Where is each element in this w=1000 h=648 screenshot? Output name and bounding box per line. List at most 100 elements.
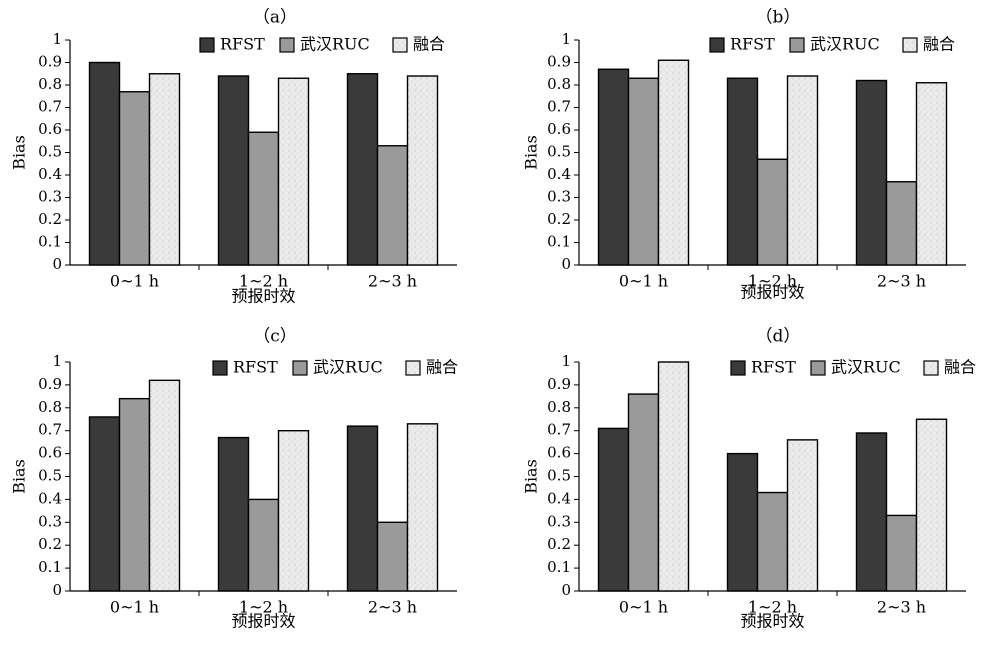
bar-ruc	[885, 181, 918, 266]
y-tick-label: 0	[52, 255, 62, 273]
y-tick-label: 0.8	[547, 75, 571, 93]
y-tick-label: 0	[52, 581, 62, 599]
y-tick-label: 0.1	[38, 558, 62, 576]
x-tick-label: 1~2 h	[239, 272, 288, 291]
x-tick-label: 0~1 h	[619, 272, 668, 291]
legend-label: 武汉RUC	[300, 35, 370, 54]
y-tick-label: 0.7	[547, 421, 571, 439]
bar-rfst	[726, 77, 759, 266]
x-tick-label: 0~1 h	[110, 598, 159, 617]
legend-swatch-rfst	[730, 360, 746, 376]
legend-swatch-fusion	[923, 360, 939, 376]
legend-swatch-fusion	[902, 37, 918, 53]
bar-ruc	[376, 145, 409, 266]
x-tick-label: 1~2 h	[239, 598, 288, 617]
legend-label: 融合	[923, 35, 955, 54]
legend-label: 武汉RUC	[313, 358, 383, 377]
x-tick-label: 0~1 h	[619, 598, 668, 617]
y-tick-label: 0.5	[38, 143, 62, 161]
bar-rfst	[217, 436, 250, 592]
y-tick-label: 0.1	[547, 558, 571, 576]
bar-fusion	[406, 75, 439, 266]
bar-rfst	[88, 61, 121, 266]
y-tick-label: 0.2	[38, 210, 62, 228]
chart-panel-c: （c） 0 0.1 0.2 0.3 0.4 0.5 0.6 0.7 0.8 0.9 1 Bias 0~1 …	[10, 327, 459, 631]
x-tick-label: 2~3 h	[877, 598, 926, 617]
bar-fusion	[915, 82, 948, 266]
x-tick-label: 2~3 h	[877, 272, 926, 291]
legend: RFST 武汉RUC 融合	[709, 35, 955, 54]
bar-ruc	[885, 514, 918, 592]
bar-rfst	[346, 73, 379, 266]
bar-fusion	[786, 439, 819, 592]
y-tick-label: 1	[52, 30, 62, 48]
bar-ruc	[247, 131, 280, 266]
y-tick-label: 0.8	[547, 398, 571, 416]
y-tick-label: 0.6	[547, 444, 571, 462]
bar-ruc	[627, 77, 660, 266]
bar-ruc	[118, 397, 151, 592]
panel-label: （a）	[253, 8, 297, 28]
legend-label: 武汉RUC	[810, 35, 880, 54]
bar-rfst	[217, 75, 250, 266]
x-axis-label: 预报时效	[740, 612, 804, 631]
x-tick-label: 1~2 h	[748, 272, 797, 291]
bar-fusion	[915, 418, 948, 592]
bar-ruc	[376, 521, 409, 592]
bar-fusion	[657, 59, 690, 266]
x-tick-label: 2~3 h	[368, 598, 417, 617]
y-tick-label: 0.8	[38, 398, 62, 416]
y-tick-label: 1	[561, 30, 571, 48]
legend: RFST 武汉RUC 融合	[730, 358, 976, 377]
y-tick-label: 0.4	[547, 489, 571, 507]
y-tick-label: 0.3	[547, 188, 571, 206]
y-axis-label: Bias	[10, 459, 29, 494]
bar-fusion	[277, 77, 310, 266]
y-axis-label: Bias	[522, 135, 541, 170]
legend-label: RFST	[233, 358, 278, 377]
x-axis-label: 预报时效	[231, 612, 295, 631]
legend-swatch-fusion	[392, 37, 408, 53]
y-tick-label: 0.3	[38, 512, 62, 530]
legend-swatch-ruc	[279, 37, 295, 53]
legend-swatch-fusion	[405, 360, 421, 376]
y-tick-label: 0.4	[38, 165, 62, 183]
bar-fusion	[406, 423, 439, 592]
panel-label: （d）	[756, 327, 801, 347]
chart-panel-d: （d） 0 0.1 0.2 0.3 0.4 0.5 0.6 0.7 0.8 0.9 1 Bias 0~1 …	[522, 327, 977, 631]
bar-ruc	[756, 158, 789, 266]
legend-label: 融合	[944, 358, 976, 377]
y-tick-label: 0.1	[38, 233, 62, 251]
panel-label: （c）	[253, 327, 297, 347]
legend-swatch-ruc	[789, 37, 805, 53]
bar-rfst	[346, 425, 379, 592]
y-tick-label: 0.5	[38, 467, 62, 485]
y-tick-label: 0.3	[38, 188, 62, 206]
x-tick-label: 0~1 h	[110, 272, 159, 291]
y-axis-label: Bias	[522, 459, 541, 494]
bar-fusion	[277, 430, 310, 592]
bar-rfst	[88, 416, 121, 592]
x-axis-label: 预报时效	[740, 283, 804, 302]
legend-label: RFST	[730, 35, 775, 54]
y-axis-label: Bias	[10, 135, 29, 170]
legend-swatch-rfst	[212, 360, 228, 376]
bar-fusion	[786, 75, 819, 266]
y-tick-label: 0.7	[547, 98, 571, 116]
y-tick-label: 0.9	[38, 375, 62, 393]
bar-ruc	[756, 491, 789, 592]
y-tick-label: 0.8	[38, 75, 62, 93]
legend-label: RFST	[220, 35, 265, 54]
legend-label: RFST	[751, 358, 796, 377]
legend-swatch-ruc	[810, 360, 826, 376]
y-tick-label: 0.2	[547, 535, 571, 553]
y-tick-label: 0.4	[38, 489, 62, 507]
x-tick-label: 2~3 h	[368, 272, 417, 291]
y-tick-label: 1	[561, 352, 571, 370]
chart-panel-b: （b） 0 0.1 0.2 0.3 0.4 0.5 0.6 0.7 0.8 0.9 1 Bias 0~1 …	[522, 8, 966, 302]
y-tick-label: 1	[52, 352, 62, 370]
bar-rfst	[726, 452, 759, 592]
legend: RFST 武汉RUC 融合	[199, 35, 445, 54]
bar-fusion	[148, 379, 181, 592]
